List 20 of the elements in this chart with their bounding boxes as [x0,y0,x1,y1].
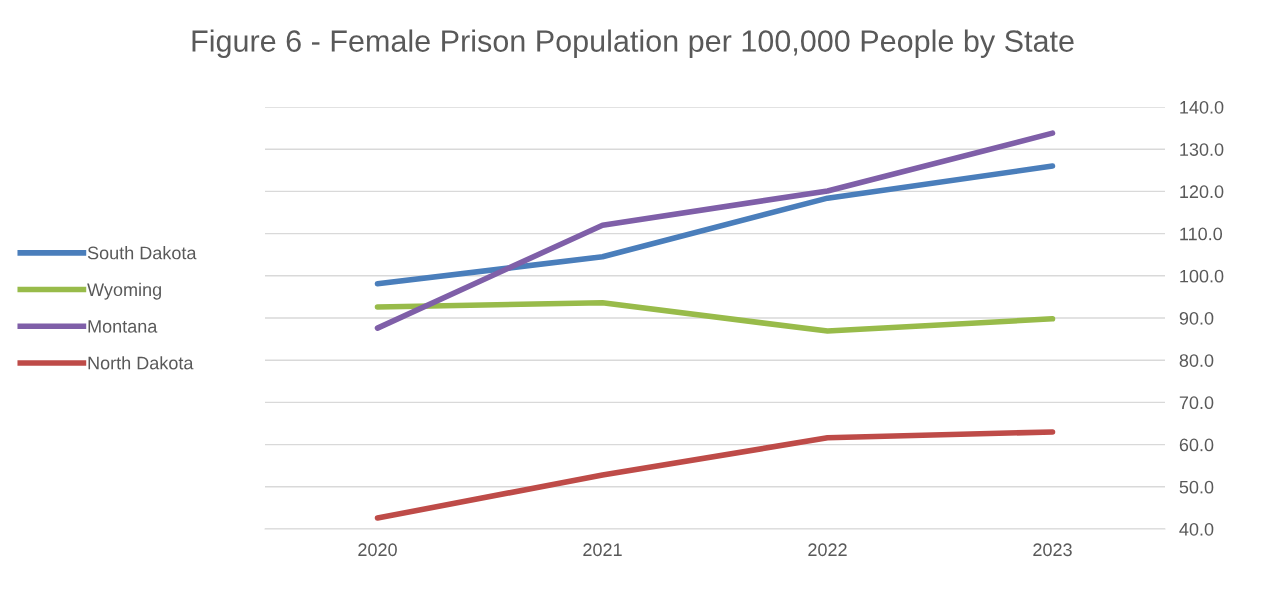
y-tick-label: 70.0 [1179,396,1214,410]
legend-label: Montana [88,320,158,333]
y-tick-label: 60.0 [1179,438,1214,452]
x-tick-label: 2020 [358,543,397,557]
y-tick-label: 130.0 [1180,143,1224,156]
y-tick-label: 90.0 [1179,311,1214,325]
legend-label: Wyoming [87,282,161,300]
y-tick-label: 80.0 [1179,354,1214,367]
x-tick-label: 2023 [1033,543,1072,557]
chart-title: Figure 6 - Female Prison Population per 100,000 People by State [192,29,1074,58]
x-tick-label: 2021 [583,543,622,557]
y-tick-label: 120.0 [1180,185,1224,199]
legend-label: North Dakota [88,356,194,370]
y-tick-label: 40.0 [1179,522,1214,536]
y-tick-label: 100.0 [1180,269,1224,283]
y-tick-label: 140.0 [1180,100,1224,114]
y-tick-label: 110.0 [1180,227,1223,241]
x-tick-label: 2022 [808,543,847,557]
y-tick-label: 50.0 [1179,480,1214,494]
legend-label: South Dakota [87,246,197,260]
